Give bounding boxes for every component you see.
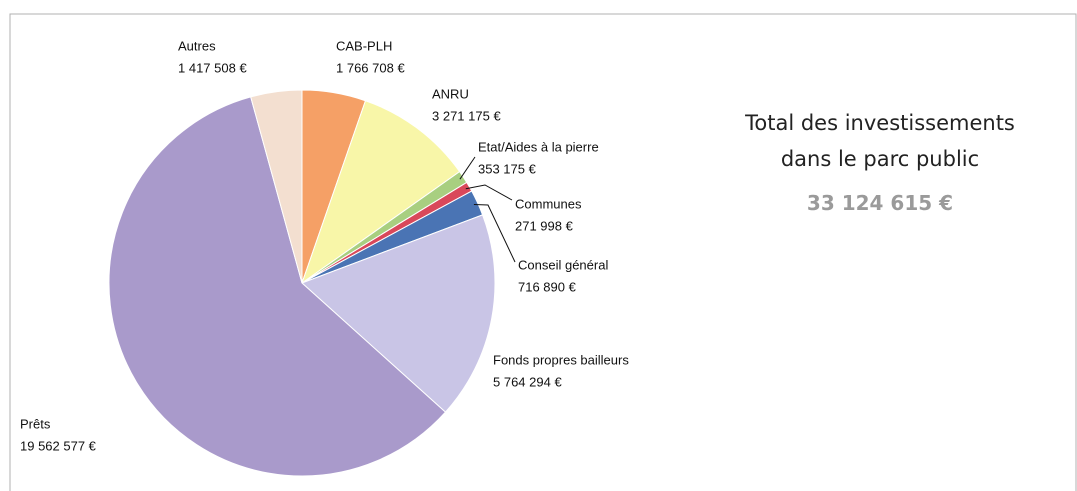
slice-label: Fonds propres bailleurs [493,352,629,367]
pie-slice [108,96,447,477]
slice-value-label: 1 766 708 € [336,60,405,75]
frame [9,13,1077,491]
slice-value-label: 5 764 294 € [493,374,562,389]
slice-label: Etat/Aides à la pierre [478,139,599,154]
leader-line [465,184,513,201]
pie-slice [301,214,496,413]
slice-value-label: 1 417 508 € [178,60,247,75]
leader-line [473,203,516,263]
slice-label: ANRU [432,86,469,101]
total-box: Total des investissements dans le parc p… [720,105,1040,215]
slice-label: CAB-PLH [336,38,392,53]
slice-value-label: 19 562 577 € [20,438,97,453]
leader-line [459,156,476,180]
pie-slice [250,89,303,284]
pie-slice [301,100,461,285]
slice-value-label: 271 998 € [515,218,574,233]
slice-label: Communes [515,196,582,211]
total-value: 33 124 615 € [806,191,954,215]
slice-value-label: 3 271 175 € [432,108,501,123]
slice-value-label: 353 175 € [478,161,537,176]
slice-value-label: 716 890 € [518,279,577,294]
slice-label: Conseil général [518,257,608,272]
slice-label: Prêts [20,416,51,431]
total-title: Total des investissements dans le parc p… [745,111,1015,171]
slice-label: Autres [178,38,216,53]
